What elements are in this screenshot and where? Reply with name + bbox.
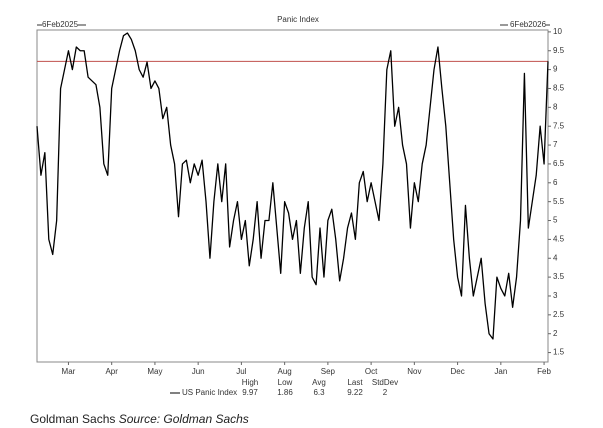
footer-text: Goldman Sachs xyxy=(30,412,115,426)
x-tick-label: Mar xyxy=(62,367,76,376)
y-tick-label: 6 xyxy=(553,178,558,187)
x-tick-label: Feb xyxy=(537,367,551,376)
x-tick-label: May xyxy=(147,367,162,376)
x-tick-label: Apr xyxy=(105,367,118,376)
chart-title: Panic Index xyxy=(277,15,319,24)
y-tick-label: 7 xyxy=(553,140,558,149)
legend-label: US Panic Index xyxy=(182,388,237,397)
y-tick-label: 5.5 xyxy=(553,197,565,206)
y-tick-label: 3 xyxy=(553,291,558,300)
stat-label: Avg xyxy=(312,378,326,387)
y-tick-label: 2 xyxy=(553,329,558,338)
stat-value: 9.22 xyxy=(347,388,363,397)
stat-value: 2 xyxy=(383,388,388,397)
end-label: 6Feb2026 xyxy=(510,20,547,29)
y-tick-label: 3.5 xyxy=(553,272,565,281)
x-tick-label: Jan xyxy=(494,367,507,376)
y-tick-label: 6.5 xyxy=(553,159,565,168)
y-tick-label: 1.5 xyxy=(553,348,565,357)
y-tick-label: 9.5 xyxy=(553,46,565,55)
x-tick-label: Nov xyxy=(407,367,421,376)
stat-value: 1.86 xyxy=(277,388,293,397)
y-tick-label: 4.5 xyxy=(553,234,565,243)
stat-label: StdDev xyxy=(372,378,398,387)
series-line xyxy=(36,32,549,340)
x-tick-label: Oct xyxy=(365,367,378,376)
y-tick-label: 4 xyxy=(553,253,558,262)
y-tick-label: 8 xyxy=(553,102,558,111)
y-tick-label: 5 xyxy=(553,216,558,225)
x-tick-label: Sep xyxy=(321,367,336,376)
x-tick-label: Jun xyxy=(192,367,205,376)
stat-value: 9.97 xyxy=(242,388,258,397)
stat-label: High xyxy=(242,378,258,387)
y-tick-label: 2.5 xyxy=(553,310,565,319)
plot-frame xyxy=(36,29,549,363)
stat-label: Last xyxy=(347,378,363,387)
x-tick-label: Jul xyxy=(236,367,246,376)
y-tick-label: 10 xyxy=(553,27,562,36)
y-tick-label: 8.5 xyxy=(553,84,565,93)
y-tick-label: 7.5 xyxy=(553,121,565,130)
x-tick-label: Dec xyxy=(450,367,464,376)
stat-label: Low xyxy=(278,378,293,387)
stat-value: 6.3 xyxy=(313,388,325,397)
x-tick-label: Aug xyxy=(278,367,292,376)
start-label: 6Feb2025 xyxy=(42,20,79,29)
y-tick-label: 9 xyxy=(553,65,558,74)
footer-source: Source: Goldman Sachs xyxy=(119,412,249,426)
footer: Goldman Sachs Source: Goldman Sachs xyxy=(30,412,249,426)
